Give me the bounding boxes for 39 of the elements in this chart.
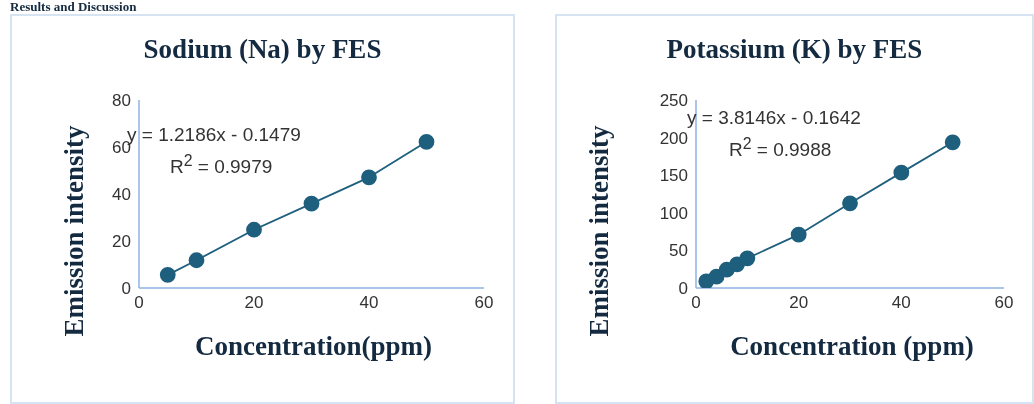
x-tick-label: 60 — [994, 293, 1014, 313]
x-tick-label: 0 — [691, 293, 701, 313]
point — [893, 164, 910, 181]
y-tick-label: 150 — [659, 166, 688, 186]
y-tick-label: 250 — [659, 91, 688, 111]
point — [418, 133, 435, 150]
x-tick-label: 20 — [789, 293, 809, 313]
text: Results and Discussion — [10, 0, 137, 15]
annotation: R$^{2}$ = 0.9988 — [729, 135, 832, 162]
y-tick-label: 200 — [659, 128, 688, 148]
y-tick-label: 50 — [669, 241, 688, 261]
y-tick-label: 20 — [112, 232, 131, 252]
x-tick-label: 40 — [891, 293, 911, 313]
point — [361, 169, 377, 186]
x-tick-label: 40 — [359, 293, 379, 313]
x-tick-label: 0 — [134, 293, 144, 313]
y-axis-title: Emission intensity — [583, 125, 615, 337]
y-tick-label: 100 — [659, 203, 688, 223]
y-tick-label: 0 — [678, 279, 688, 299]
y-axis-title: Emission intensity — [58, 125, 90, 337]
point — [842, 195, 858, 212]
x-axis-title: Concentration(ppm) — [194, 331, 433, 362]
annotation: y = 3.8146x - 0.1642 — [687, 107, 861, 129]
point — [944, 134, 961, 151]
point — [303, 195, 320, 212]
point — [739, 250, 756, 267]
point — [790, 226, 807, 243]
point — [188, 252, 205, 269]
x-axis-title: Concentration (ppm) — [729, 331, 975, 362]
point — [159, 266, 176, 283]
y-tick-label: 0 — [121, 279, 131, 299]
chart-title: Sodium (Na) by FES — [142, 34, 383, 65]
y-tick-label: 80 — [112, 91, 131, 111]
point — [246, 221, 262, 238]
y-tick-label: 40 — [112, 185, 131, 205]
chart-title: Potassium (K) by FES — [665, 34, 924, 65]
x-tick-label: 20 — [244, 293, 264, 313]
annotation: R$^{2}$ = 0.9979 — [170, 152, 273, 179]
x-tick-label: 60 — [474, 293, 494, 313]
